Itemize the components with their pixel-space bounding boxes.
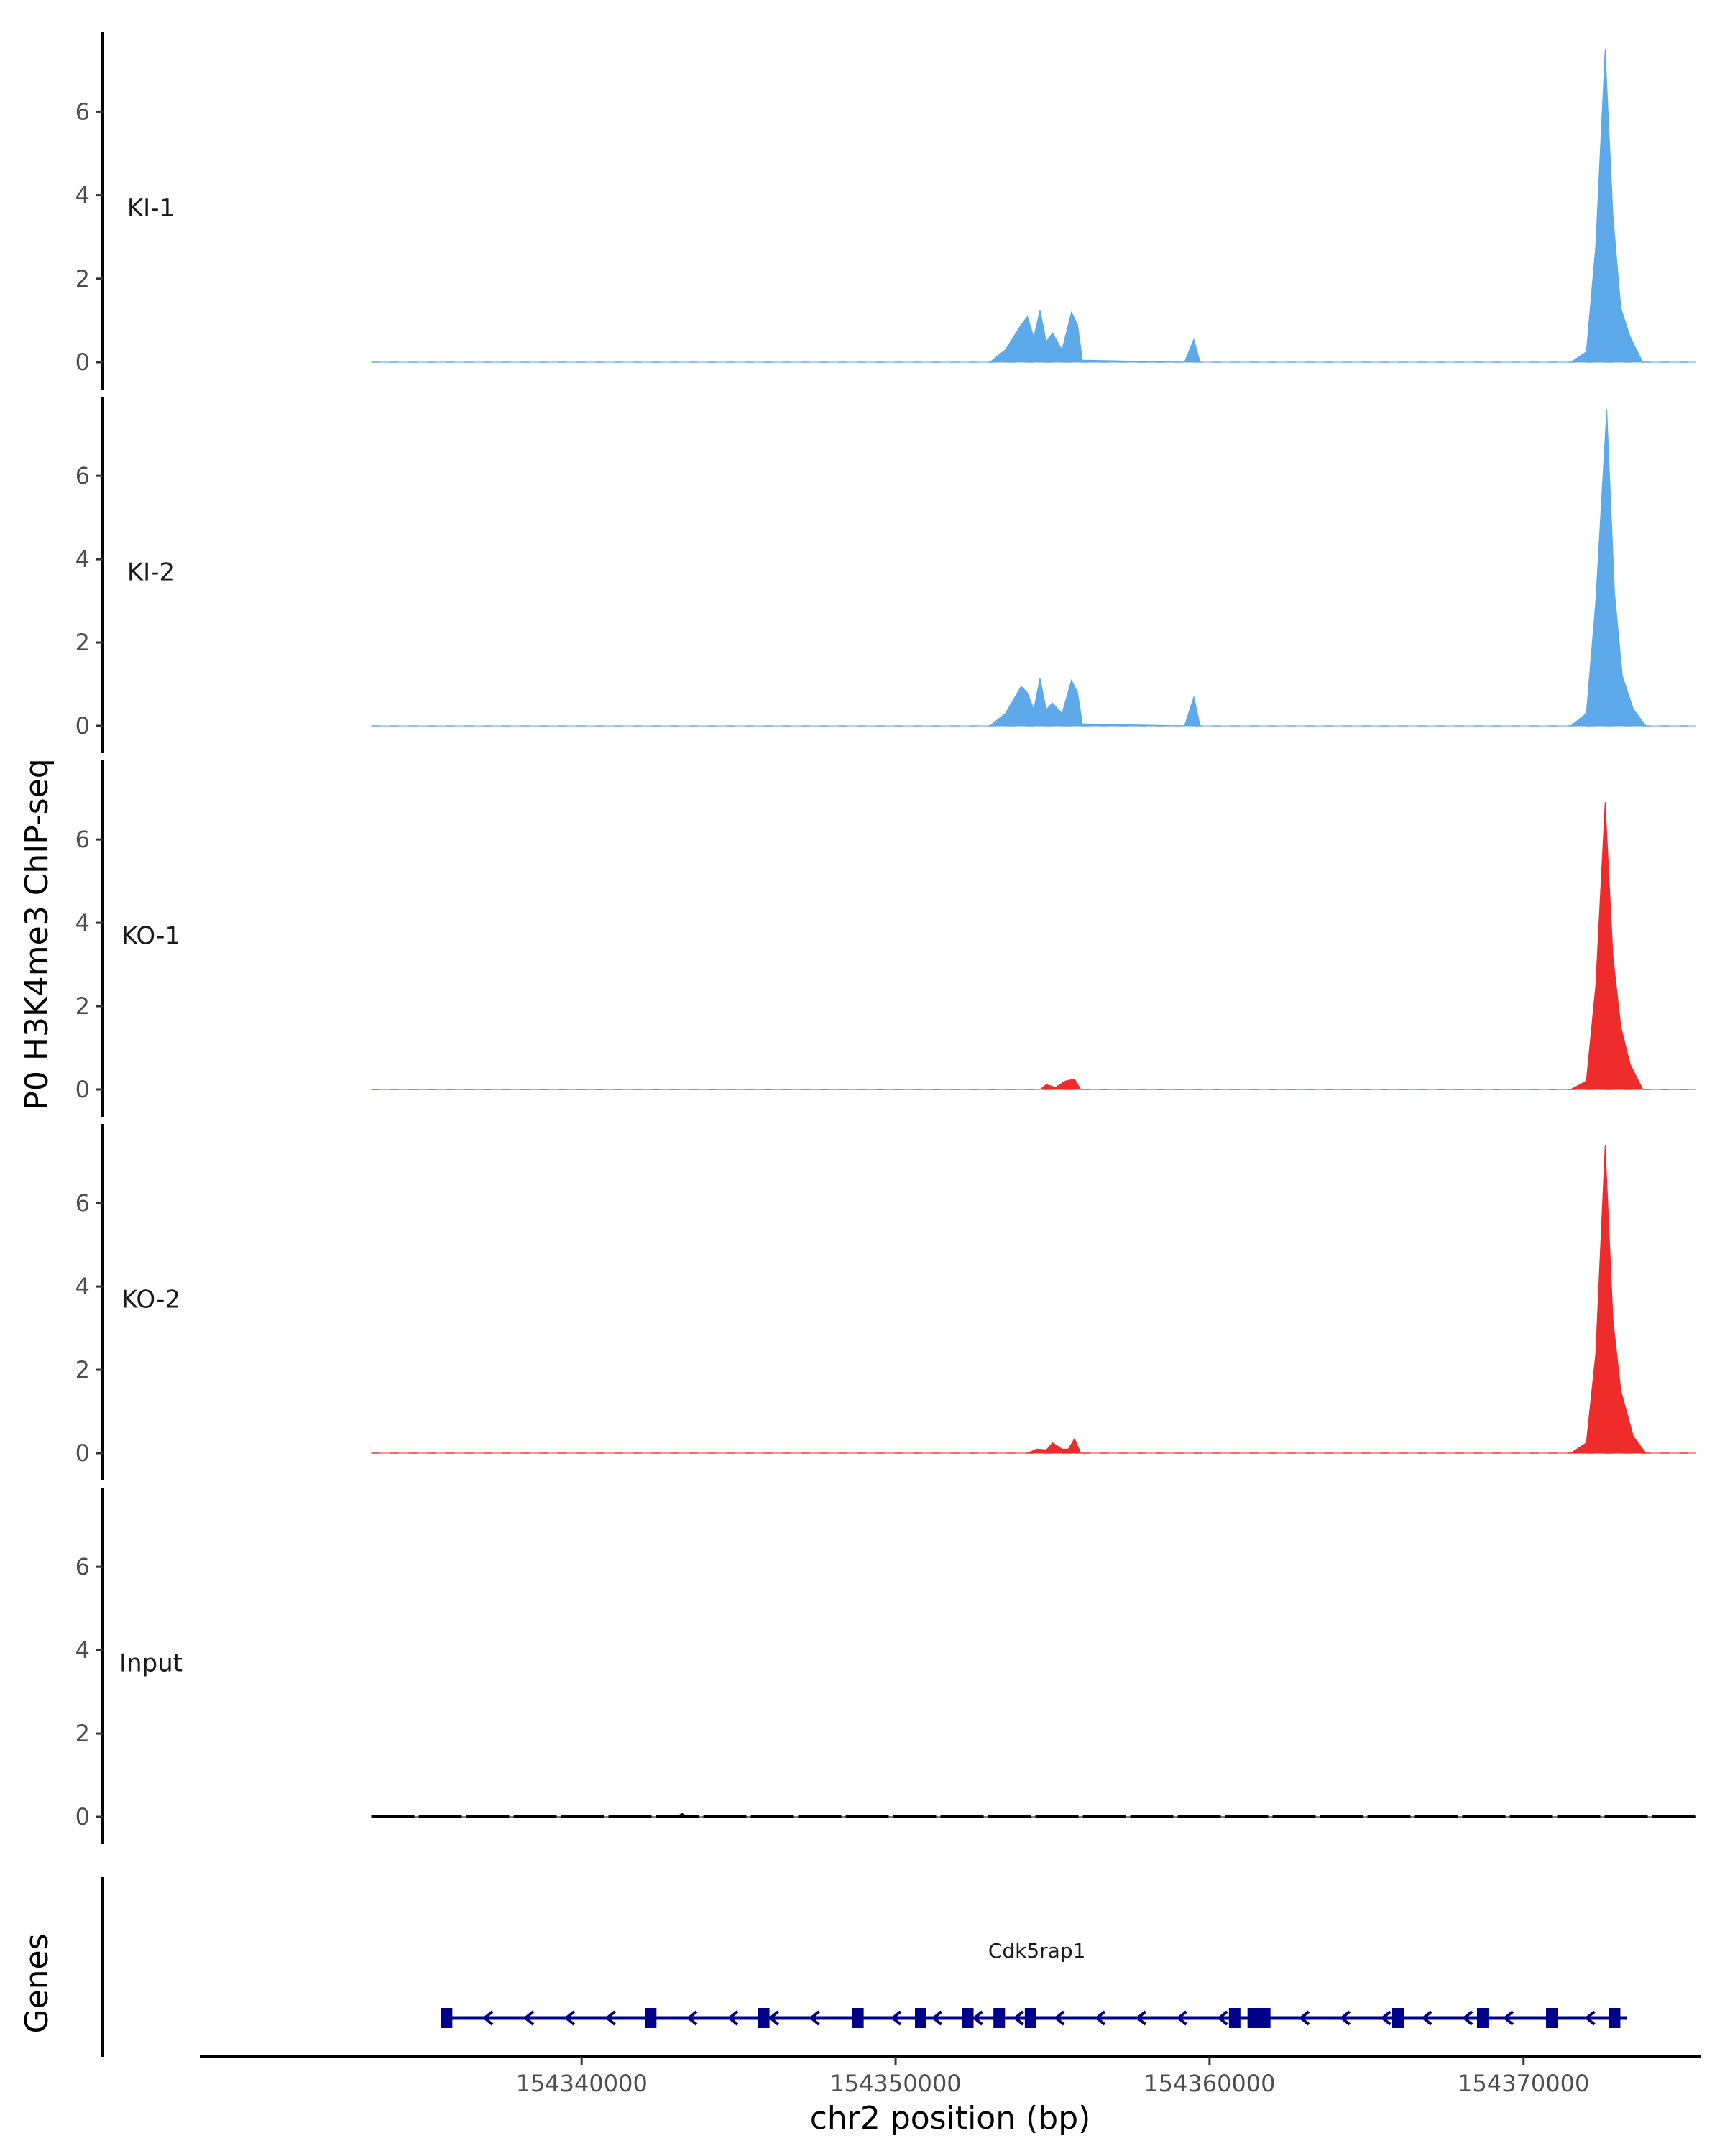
strand-arrow bbox=[686, 2010, 698, 2026]
y-tick-label: 4 bbox=[75, 1636, 90, 1664]
track-label: KO-2 bbox=[121, 1285, 180, 1314]
y-tick-label: 2 bbox=[75, 992, 90, 1020]
signal-area bbox=[371, 49, 1696, 363]
strand-arrow bbox=[1461, 2010, 1473, 2026]
track-input: 0 2 4 6 Input bbox=[75, 1488, 1696, 1844]
track-label: KO-1 bbox=[121, 921, 180, 950]
gene-name: Cdk5rap1 bbox=[988, 1939, 1086, 1963]
y-tick-label: 0 bbox=[75, 1439, 90, 1467]
x-tick-label: 154340000 bbox=[516, 2070, 648, 2097]
y-tick-label: 2 bbox=[75, 1720, 90, 1747]
signal-tracks: 0 2 4 6 KI-1 0 2 4 6 KI-2 0 2 4 6 KO-1 0 2 4 6 KO-2 0 2 4 6 Inpu… bbox=[75, 32, 1696, 1844]
strand-arrow bbox=[1054, 2010, 1065, 2026]
strand-arrow bbox=[768, 2010, 779, 2026]
strand-arrow bbox=[1094, 2010, 1106, 2026]
genes-track: Cdk5rap1 bbox=[101, 1877, 1627, 2057]
strand-arrow bbox=[1380, 2010, 1392, 2026]
y-tick-label: 2 bbox=[75, 629, 90, 656]
x-tick-label: 154370000 bbox=[1458, 2070, 1589, 2097]
strand-arrow bbox=[1584, 2010, 1596, 2026]
y-tick-label: 6 bbox=[75, 826, 90, 853]
strand-arrow bbox=[482, 2010, 494, 2026]
strand-arrow bbox=[1421, 2010, 1432, 2026]
genes-track-title: Genes bbox=[19, 1933, 55, 2033]
strand-arrow bbox=[1135, 2010, 1147, 2026]
y-tick-label: 6 bbox=[75, 1189, 90, 1217]
exon bbox=[1024, 2008, 1036, 2028]
signal-area bbox=[371, 1144, 1696, 1454]
exon bbox=[962, 2008, 974, 2028]
strand-arrow bbox=[1217, 2010, 1228, 2026]
y-tick-label: 2 bbox=[75, 1356, 90, 1383]
y-tick-label: 4 bbox=[75, 909, 90, 936]
track-label: Input bbox=[119, 1649, 183, 1677]
track-ko-1: 0 2 4 6 KO-1 bbox=[75, 760, 1696, 1117]
strand-arrow bbox=[931, 2010, 943, 2026]
strand-arrow bbox=[1339, 2010, 1351, 2026]
y-tick-label: 4 bbox=[75, 545, 90, 573]
strand-arrow bbox=[604, 2010, 616, 2026]
strand-arrow bbox=[890, 2010, 902, 2026]
y-axis-title: P0 H3K4me3 ChIP-seq bbox=[19, 758, 55, 1110]
y-tick-label: 0 bbox=[75, 1076, 90, 1103]
track-ki-2: 0 2 4 6 KI-2 bbox=[75, 397, 1696, 753]
y-tick-label: 6 bbox=[75, 1553, 90, 1580]
exon bbox=[1546, 2008, 1558, 2028]
track-label: KI-1 bbox=[127, 194, 175, 223]
strand-arrow bbox=[809, 2010, 820, 2026]
exon bbox=[1247, 2008, 1271, 2028]
y-tick-label: 0 bbox=[75, 1803, 90, 1830]
exon bbox=[1609, 2008, 1621, 2028]
exon bbox=[1476, 2008, 1489, 2028]
track-label: KI-2 bbox=[127, 558, 175, 586]
y-tick-label: 4 bbox=[75, 1273, 90, 1300]
exon bbox=[1228, 2008, 1241, 2028]
strand-arrow bbox=[727, 2010, 739, 2026]
y-tick-label: 6 bbox=[75, 98, 90, 125]
y-tick-label: 0 bbox=[75, 712, 90, 740]
x-axis: 154340000 154350000 154360000 154370000 bbox=[200, 2055, 1701, 2097]
y-tick-label: 2 bbox=[75, 265, 90, 292]
exon bbox=[441, 2008, 453, 2028]
track-ki-1: 0 2 4 6 KI-1 bbox=[75, 32, 1696, 390]
strand-arrow bbox=[1502, 2010, 1514, 2026]
track-ko-2: 0 2 4 6 KO-2 bbox=[75, 1124, 1696, 1480]
exon bbox=[1392, 2008, 1404, 2028]
signal-area bbox=[371, 409, 1696, 727]
strand-arrow bbox=[972, 2010, 983, 2026]
x-tick-label: 154350000 bbox=[829, 2070, 961, 2097]
x-axis-title: chr2 position (bp) bbox=[810, 2100, 1091, 2137]
exon bbox=[852, 2008, 864, 2028]
strand-arrow bbox=[523, 2010, 535, 2026]
signal-area bbox=[371, 801, 1696, 1090]
exon bbox=[645, 2008, 657, 2028]
y-tick-label: 6 bbox=[75, 462, 90, 489]
strand-arrow bbox=[1013, 2010, 1024, 2026]
strand-arrow bbox=[1176, 2010, 1187, 2026]
strand-arrow bbox=[1298, 2010, 1310, 2026]
exon bbox=[993, 2008, 1006, 2028]
y-tick-label: 4 bbox=[75, 182, 90, 209]
exon bbox=[915, 2008, 926, 2028]
y-tick-label: 0 bbox=[75, 349, 90, 376]
strand-arrow bbox=[564, 2010, 576, 2026]
exon bbox=[758, 2008, 770, 2028]
x-tick-label: 154360000 bbox=[1144, 2070, 1275, 2097]
